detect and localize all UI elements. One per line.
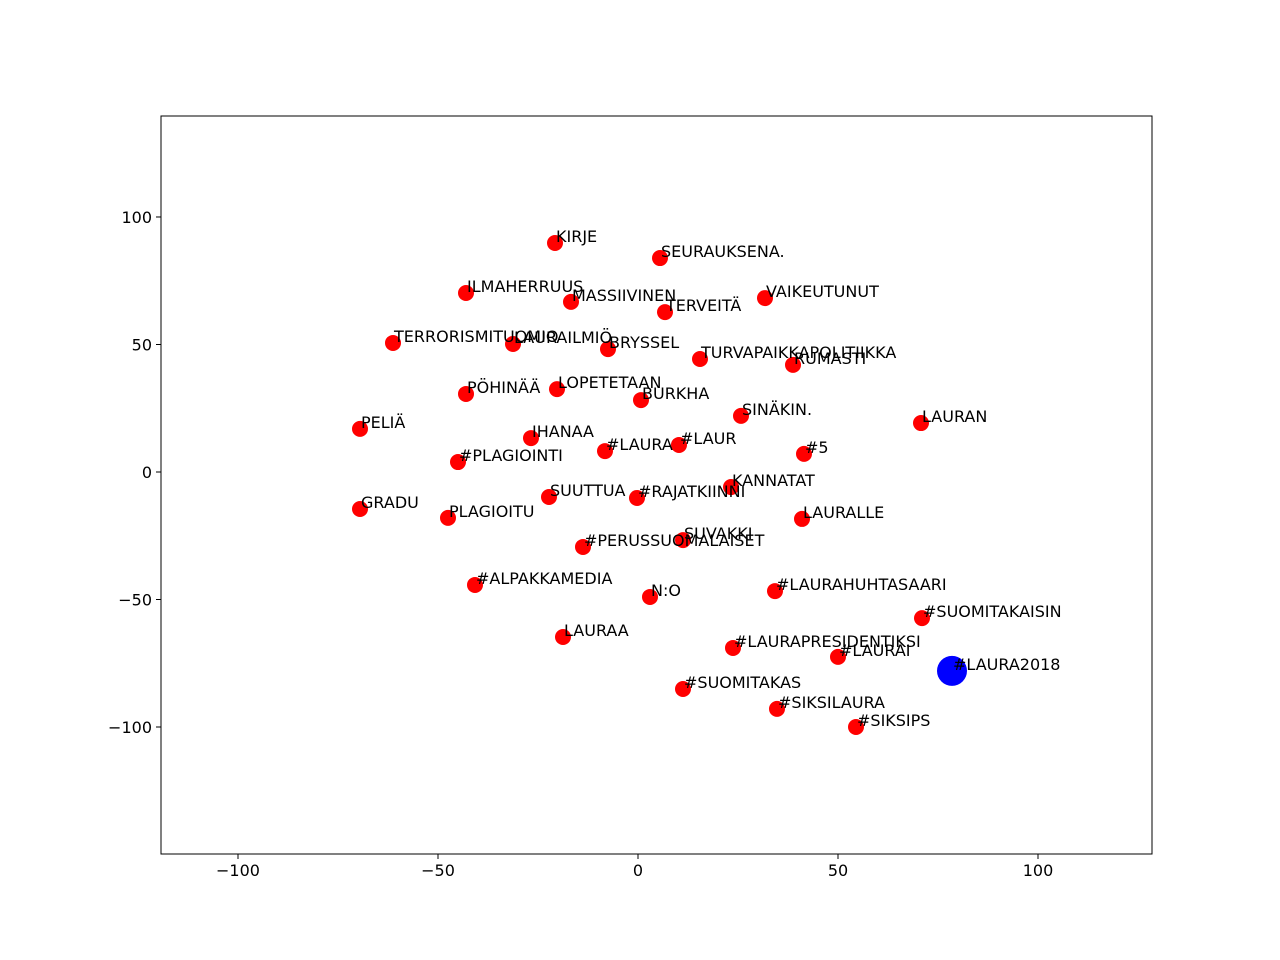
point xyxy=(541,488,557,505)
point-label: KANNATAT xyxy=(732,471,815,490)
point xyxy=(597,443,613,460)
point xyxy=(785,356,801,373)
point-label: ILMAHERRUUS xyxy=(467,277,583,296)
point-label: KIRJE xyxy=(556,227,597,246)
point-label: TURVAPAIKKAPOLITIIKKA xyxy=(700,343,896,362)
y-tick-label: 100 xyxy=(121,208,152,227)
point-label: #ALPAKKAMEDIA xyxy=(476,569,612,588)
point-label: BRYSSEL xyxy=(609,333,679,352)
point xyxy=(547,234,563,251)
point xyxy=(352,500,368,517)
point-label: #LAURAI xyxy=(839,641,910,660)
point-label: #LAUR xyxy=(680,429,736,448)
point xyxy=(352,420,368,437)
point-label: SEURAUKSENA. xyxy=(661,242,785,261)
point-label: LAURAN xyxy=(922,407,987,426)
point-label: LOPETETAAN xyxy=(558,373,661,392)
point xyxy=(563,293,579,310)
y-tick-label: 0 xyxy=(142,463,152,482)
point xyxy=(458,284,474,301)
point xyxy=(937,655,967,686)
point xyxy=(848,719,864,736)
point-label: SUUTTUA xyxy=(550,481,626,500)
point xyxy=(450,454,466,471)
point xyxy=(914,610,930,627)
point xyxy=(549,381,565,398)
x-tick-label: −50 xyxy=(421,861,455,880)
point-label: VAIKEUTUNUT xyxy=(766,282,879,301)
point-label: LAURAILMIÖ xyxy=(514,328,612,347)
point-label: #5 xyxy=(805,438,829,457)
x-tick-label: −100 xyxy=(216,861,260,880)
point-label: SINÄKIN. xyxy=(742,400,812,419)
y-tick-label: −50 xyxy=(118,590,152,609)
point xyxy=(671,436,687,453)
point xyxy=(794,510,810,527)
point xyxy=(733,407,749,424)
point xyxy=(652,250,668,267)
point xyxy=(523,430,539,447)
point-label: #SIKSIPS xyxy=(857,711,930,730)
point-label: LAURALLE xyxy=(803,503,884,522)
point xyxy=(769,700,785,717)
point xyxy=(575,538,591,555)
point xyxy=(642,588,658,605)
point-label: #RAJATKIINNI xyxy=(638,482,745,501)
point-label: #LAURA2018 xyxy=(953,655,1060,674)
point-label: BURKHA xyxy=(642,384,709,403)
point-label: LAURAA xyxy=(564,621,629,640)
point-label: #LAURA xyxy=(606,435,673,454)
point-label: #SUOMITAKAISIN xyxy=(923,602,1062,621)
y-tick-label: −100 xyxy=(108,718,152,737)
point-label: GRADU xyxy=(361,493,419,512)
point xyxy=(633,392,649,409)
point xyxy=(796,445,812,462)
point-label: MASSIIVINEN xyxy=(572,286,676,305)
point xyxy=(440,509,456,526)
point xyxy=(505,335,521,352)
point-label: PELIÄ xyxy=(361,413,405,432)
point-label: PLAGIOITU xyxy=(449,502,535,521)
point xyxy=(692,351,708,368)
point xyxy=(675,532,691,549)
point xyxy=(385,334,401,351)
point-label: #SIKSILAURA xyxy=(778,693,885,712)
point-label: SUVAKKI xyxy=(684,524,752,543)
x-tick-label: 0 xyxy=(633,861,643,880)
point xyxy=(675,681,691,698)
point xyxy=(629,490,645,507)
point xyxy=(657,304,673,321)
point-label: RUMASTI xyxy=(794,349,866,368)
point-label: #SUOMITAKAS xyxy=(684,673,801,692)
point xyxy=(757,290,773,307)
point-label: TERRORISMITUOMIO xyxy=(393,327,558,346)
point-label: #PERUSSUOMALAISET xyxy=(584,531,765,550)
x-tick-label: 100 xyxy=(1023,861,1054,880)
point-label: #PLAGIOINTI xyxy=(459,446,563,465)
point-label: IHANAA xyxy=(532,422,594,441)
plot-frame xyxy=(160,115,1153,855)
y-tick-label: 50 xyxy=(132,335,152,354)
point-label: #LAURAHUHTASAARI xyxy=(776,575,947,594)
point-label: N:O xyxy=(651,581,681,600)
point xyxy=(458,385,474,402)
point xyxy=(725,639,741,656)
point xyxy=(913,415,929,432)
point-label: TERVEITÄ xyxy=(665,296,741,315)
point xyxy=(467,576,483,593)
point-label: PÖHINÄÄ xyxy=(467,378,540,397)
point xyxy=(767,583,783,600)
point xyxy=(600,341,616,358)
point xyxy=(555,628,571,645)
point-label: #LAURAPRESIDENTIKSI xyxy=(734,632,921,651)
point xyxy=(830,648,846,665)
point xyxy=(723,479,739,496)
x-tick-label: 50 xyxy=(828,861,848,880)
